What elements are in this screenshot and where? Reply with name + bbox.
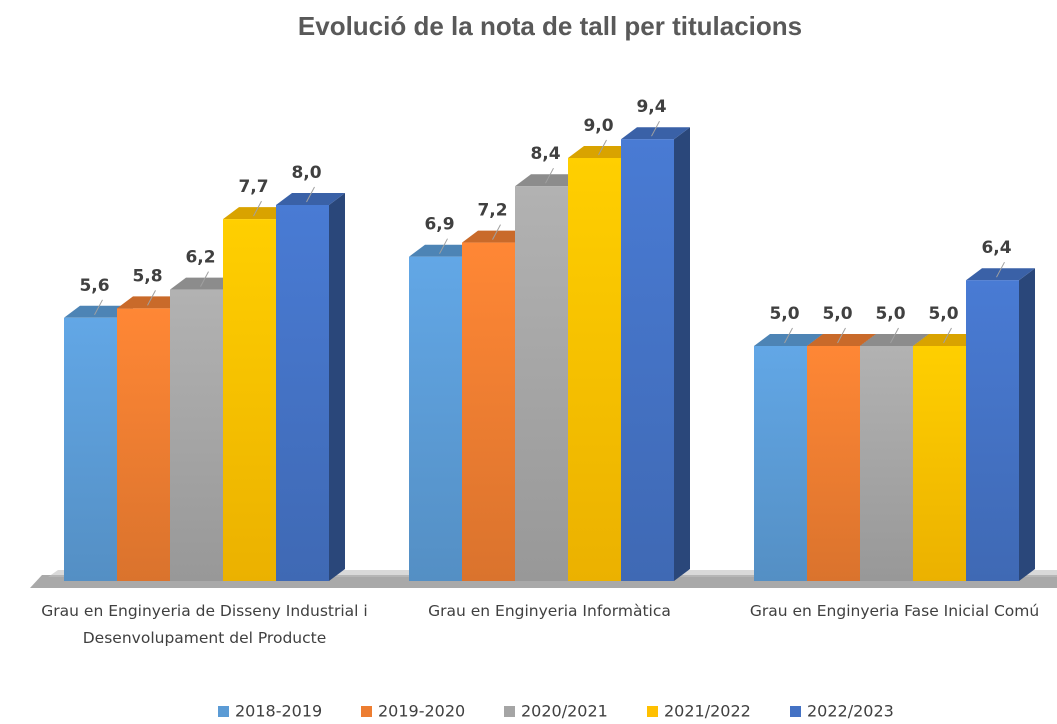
bar-top	[966, 268, 1035, 281]
label-leader	[996, 261, 1005, 278]
legend-swatch	[647, 706, 658, 717]
legend-swatch	[504, 706, 515, 717]
data-label: 5,6	[79, 276, 109, 296]
bar	[515, 186, 568, 581]
bar-top	[621, 127, 690, 140]
label-leader	[890, 327, 899, 344]
bar-top	[409, 244, 478, 257]
label-leader	[147, 290, 156, 306]
x-tick-label: Grau en Enginyeria de Disseny Industrial…	[41, 602, 368, 647]
bar	[409, 256, 462, 581]
bar	[754, 346, 807, 581]
bar-side	[1019, 268, 1035, 581]
data-label: 7,2	[477, 201, 507, 221]
bar	[223, 219, 276, 581]
label-leader	[492, 224, 501, 240]
bar-top	[276, 193, 345, 205]
legend-label: 2022/2023	[807, 702, 894, 721]
bar	[860, 346, 913, 581]
bar	[568, 158, 621, 581]
legend-label: 2021/2022	[664, 702, 751, 721]
bar-top	[64, 305, 133, 318]
category-label-box: Grau en Enginyeria Informàtica	[428, 602, 671, 620]
label-leader	[943, 327, 952, 344]
bar-top	[913, 334, 982, 346]
label-leader	[253, 200, 262, 217]
legend-swatch	[218, 706, 229, 717]
data-label: 6,9	[424, 215, 454, 235]
legend-swatch	[361, 706, 372, 717]
bar	[913, 346, 966, 581]
chart-title: Evolució de la nota de tall per titulaci…	[298, 11, 802, 41]
legend-label: 2019-2020	[378, 702, 465, 721]
category-label-box: Grau en Enginyeria Fase Inicial Comú	[749, 602, 1040, 620]
data-label: 5,0	[769, 304, 799, 324]
data-label: 5,8	[132, 266, 162, 286]
data-label: 9,4	[636, 97, 666, 117]
label-leader	[200, 271, 209, 287]
data-label: 9,0	[583, 116, 613, 136]
bar-side	[674, 127, 690, 581]
bar	[117, 308, 170, 581]
bar	[807, 346, 860, 581]
bar-top	[807, 334, 876, 346]
legend-swatch	[790, 706, 801, 717]
legend-label: 2020/2021	[521, 702, 608, 721]
label-leader	[439, 238, 448, 254]
data-label: 8,4	[530, 144, 560, 164]
bar	[966, 280, 1019, 581]
label-leader	[651, 120, 660, 137]
data-label: 5,0	[822, 304, 852, 324]
bar-top	[860, 334, 929, 346]
bar	[64, 317, 117, 581]
data-label: 7,7	[238, 177, 268, 197]
bar-top	[462, 230, 531, 243]
x-tick-label: Grau en Enginyeria Informàtica	[428, 602, 671, 620]
bar-top	[117, 296, 186, 309]
label-leader	[94, 299, 103, 316]
category-label-box: Grau en Enginyeria de Disseny Industrial…	[41, 602, 368, 647]
bar-top	[515, 174, 584, 187]
label-leader	[306, 186, 315, 203]
bar	[276, 205, 329, 581]
bar	[462, 242, 515, 581]
data-label: 6,4	[981, 238, 1011, 258]
label-leader	[545, 167, 554, 184]
bar-top	[568, 146, 637, 158]
bar-top	[754, 334, 823, 346]
data-label: 5,0	[875, 304, 905, 324]
x-tick-label: Grau en Enginyeria Fase Inicial Comú	[749, 602, 1040, 620]
bar-top	[170, 277, 239, 290]
label-leader	[784, 327, 793, 344]
data-label: 5,0	[928, 304, 958, 324]
label-leader	[598, 139, 607, 156]
label-leader	[837, 327, 846, 344]
bar-top	[223, 207, 292, 220]
bar-side	[329, 193, 345, 581]
data-label: 8,0	[291, 163, 321, 183]
bar	[621, 139, 674, 581]
bar	[170, 289, 223, 581]
data-label: 6,2	[185, 248, 215, 268]
legend-label: 2018-2019	[235, 702, 322, 721]
